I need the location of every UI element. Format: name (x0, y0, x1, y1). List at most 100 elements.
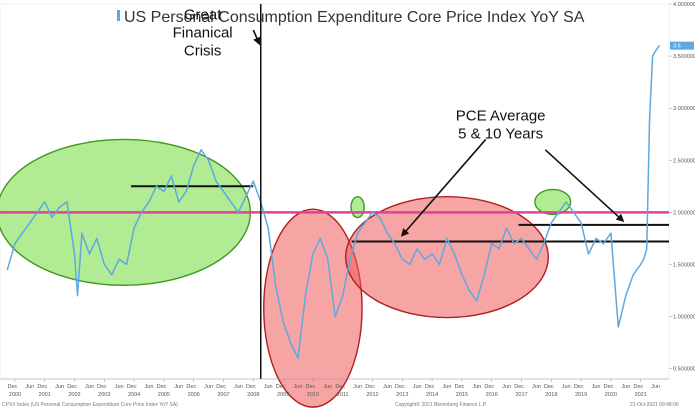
pce-average-arrow-10yr (400, 138, 487, 237)
data-point (237, 211, 239, 213)
data-point (364, 222, 366, 224)
x-minor-label: Jun (204, 384, 213, 390)
data-point (297, 357, 299, 359)
x-minor-label: Dec (157, 384, 167, 390)
data-point (252, 180, 254, 182)
data-point (461, 274, 463, 276)
data-point (14, 242, 16, 245)
data-point (513, 242, 515, 245)
data-point (649, 117, 651, 120)
data-point (222, 190, 225, 193)
data-point (602, 242, 605, 245)
data-point (371, 211, 374, 213)
data-point (111, 274, 113, 276)
x-minor-label: Dec (246, 384, 256, 390)
x-minor-label: Dec (335, 384, 345, 390)
footer: CPXX Index (US Personal Consumption Expe… (2, 401, 679, 408)
x-tick-label: 2010 (307, 392, 319, 398)
data-point (379, 216, 381, 219)
data-point (230, 201, 232, 203)
data-point (409, 263, 411, 266)
data-point (424, 258, 426, 260)
data-point (483, 274, 485, 276)
data-point (580, 222, 582, 224)
x-tick-label: 2005 (158, 392, 170, 398)
x-minor-label: Jun (562, 384, 571, 390)
data-point (215, 180, 217, 182)
x-minor-label: Jun (294, 384, 303, 390)
x-tick-label: 2009 (277, 392, 289, 398)
data-point (96, 237, 98, 239)
x-minor-label: Dec (186, 384, 196, 390)
y-tick-label: 1.000000 (673, 315, 695, 321)
x-minor-label: Dec (127, 384, 137, 390)
x-minor-label: Jun (353, 384, 362, 390)
data-point (289, 341, 292, 344)
x-tick-label: 2004 (128, 392, 140, 398)
data-point (632, 274, 634, 276)
data-point (394, 242, 396, 245)
reference-lines-layer (0, 185, 669, 243)
x-minor-label: Dec (484, 384, 494, 390)
footer-source: CPXX Index (US Personal Consumption Expe… (2, 402, 178, 408)
x-minor-label: Dec (276, 384, 286, 390)
chart-title: US Personal Consumption Expenditure Core… (124, 9, 585, 26)
data-point (453, 253, 456, 255)
data-point (29, 222, 31, 224)
data-point (498, 248, 500, 250)
x-minor-label: Dec (395, 384, 405, 390)
data-point (185, 190, 187, 193)
data-point (558, 211, 560, 213)
x-tick-label: 2013 (396, 392, 408, 398)
x-tick-label: 2014 (426, 392, 438, 398)
data-point (356, 232, 359, 234)
x-minor-label: Dec (514, 384, 524, 390)
data-point (58, 206, 61, 208)
x-minor-label: Dec (8, 384, 18, 390)
legend-swatch (117, 10, 120, 21)
x-minor-label: Dec (425, 384, 435, 390)
last-value-tag (670, 41, 694, 50)
x-tick-label: 2006 (188, 392, 200, 398)
data-point (200, 149, 202, 151)
data-point (528, 248, 530, 250)
x-minor-label: Jun (413, 384, 422, 390)
series-layer (6, 45, 660, 359)
x-minor-label: Jun (85, 384, 94, 390)
y-tick-label: 3.500000 (673, 54, 695, 60)
data-point (543, 242, 545, 245)
x-minor-label: Jun (264, 384, 273, 390)
x-tick-label: 2012 (366, 392, 378, 398)
x-minor-label: Jun (383, 384, 392, 390)
data-point (550, 222, 552, 224)
data-point (103, 263, 105, 266)
x-minor-label: Dec (306, 384, 316, 390)
data-point (334, 315, 336, 318)
data-point (401, 258, 403, 260)
y-axis: 0.500000 1.000000 1.500000 2.000000 2.500000… (669, 2, 695, 373)
data-point (646, 248, 648, 250)
data-point (643, 258, 645, 260)
x-minor-label: Dec (574, 384, 584, 390)
x-tick-label: 2003 (98, 392, 110, 398)
data-point (163, 190, 165, 193)
x-minor-label: Jun (25, 384, 34, 390)
highlight-below-target-2010s (344, 196, 550, 319)
data-point (148, 201, 150, 203)
data-point (520, 237, 523, 239)
y-tick-label: 0.500000 (673, 367, 695, 373)
x-minor-label: Dec (604, 384, 614, 390)
gfc-label-line-1: Finanical (173, 25, 233, 42)
highlights-layer (0, 138, 572, 408)
data-point (245, 196, 247, 198)
data-point (312, 253, 314, 255)
x-minor-label: Jun (592, 384, 601, 390)
last-value-label: 3.6 (673, 44, 681, 50)
data-point (386, 232, 388, 234)
x-minor-label: Jun (323, 384, 332, 390)
y-tick-label: 3.000000 (673, 106, 695, 112)
x-minor-label: Dec (455, 384, 465, 390)
data-point (625, 295, 627, 297)
